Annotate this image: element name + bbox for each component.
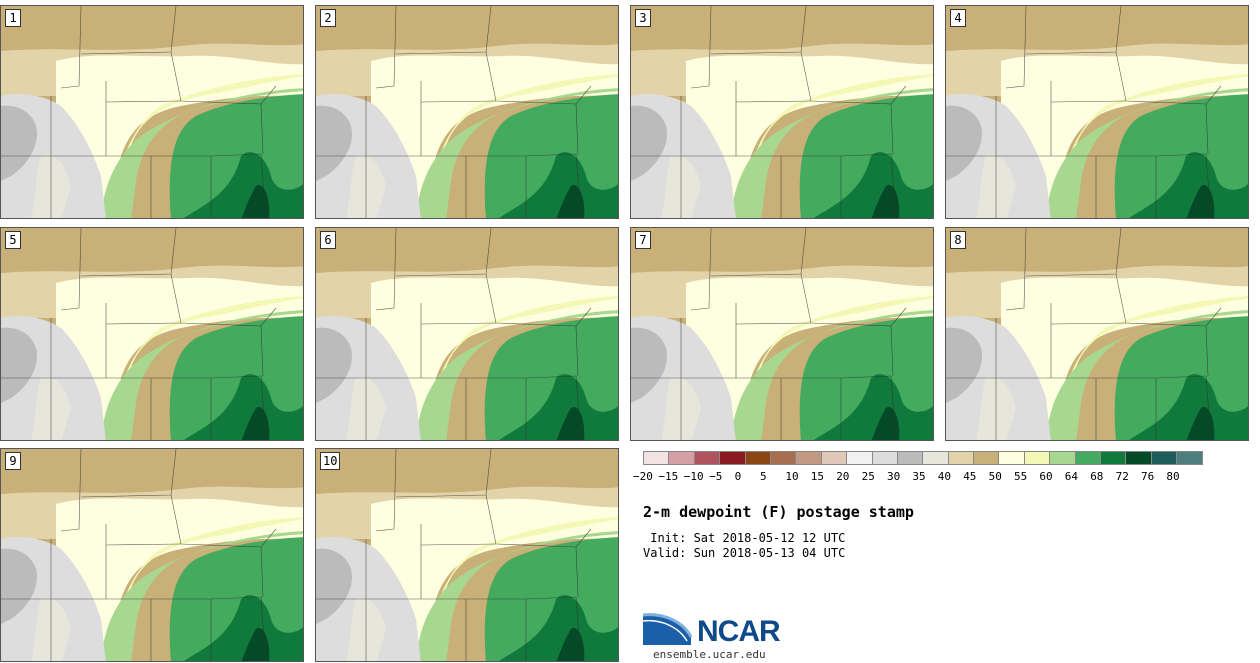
panel-number: 3 bbox=[635, 9, 651, 27]
panel-1: 1 bbox=[0, 5, 304, 219]
dewpoint-map bbox=[631, 6, 933, 218]
dewpoint-map bbox=[1, 6, 303, 218]
ncar-logo-icon bbox=[643, 613, 693, 645]
panel-number: 9 bbox=[5, 452, 21, 470]
colorbar-swatch bbox=[922, 451, 949, 465]
dewpoint-map bbox=[316, 6, 618, 218]
colorbar-swatch bbox=[744, 451, 771, 465]
panel-5: 5 bbox=[0, 227, 304, 441]
colorbar-tick-label: 45 bbox=[963, 470, 977, 483]
colorbar-tick-label: −20 bbox=[633, 470, 653, 483]
panel-10: 10 bbox=[315, 448, 619, 662]
colorbar-swatch bbox=[719, 451, 746, 465]
chart-title: 2-m dewpoint (F) postage stamp bbox=[643, 503, 914, 521]
colorbar-tick-label: 15 bbox=[810, 470, 825, 483]
colorbar-swatch bbox=[846, 451, 873, 465]
colorbar-swatch bbox=[668, 451, 695, 465]
panel-number: 6 bbox=[320, 231, 336, 249]
dewpoint-map bbox=[631, 228, 933, 440]
colorbar-tick-label: 64 bbox=[1064, 470, 1079, 483]
panel-9: 9 bbox=[0, 448, 304, 662]
colorbar-swatch bbox=[871, 451, 898, 465]
panel-6: 6 bbox=[315, 227, 619, 441]
panel-2: 2 bbox=[315, 5, 619, 219]
colorbar-swatch bbox=[998, 451, 1025, 465]
colorbar-tick-label: −15 bbox=[658, 470, 679, 483]
colorbar-tick-label: −10 bbox=[683, 470, 704, 483]
colorbar-tick-label: 30 bbox=[887, 470, 901, 483]
colorbar bbox=[643, 451, 1203, 465]
dewpoint-map bbox=[316, 228, 618, 440]
panel-7: 7 bbox=[630, 227, 934, 441]
colorbar-tick-label: 20 bbox=[836, 470, 850, 483]
colorbar-tick-label: −5 bbox=[709, 470, 723, 483]
colorbar-tick-label: 80 bbox=[1166, 470, 1180, 483]
colorbar-swatch bbox=[1023, 451, 1051, 465]
colorbar-swatch bbox=[795, 451, 822, 465]
colorbar-tick-label: 50 bbox=[988, 470, 1002, 483]
panel-number: 2 bbox=[320, 9, 336, 27]
valid-time: Valid: Sun 2018-05-13 04 UTC bbox=[643, 546, 846, 560]
panel-number: 1 bbox=[5, 9, 21, 27]
dewpoint-map bbox=[316, 449, 618, 661]
panel-3: 3 bbox=[630, 5, 934, 219]
colorbar-swatch bbox=[896, 451, 924, 465]
panel-number: 5 bbox=[5, 231, 21, 249]
colorbar-swatch bbox=[947, 451, 975, 465]
colorbar-tick-label: 76 bbox=[1141, 470, 1155, 483]
colorbar-swatch bbox=[1074, 451, 1102, 465]
colorbar-swatch bbox=[1049, 451, 1076, 465]
colorbar-swatch bbox=[693, 451, 721, 465]
colorbar-tick-label: 35 bbox=[912, 470, 926, 483]
panel-number: 4 bbox=[950, 9, 966, 27]
dewpoint-map bbox=[1, 228, 303, 440]
colorbar-tick-label: 10 bbox=[785, 470, 799, 483]
colorbar-swatch bbox=[973, 451, 1000, 465]
panel-number: 10 bbox=[320, 452, 341, 470]
colorbar-swatch bbox=[1150, 451, 1178, 465]
colorbar-tick-label: 5 bbox=[760, 470, 767, 483]
site-url: ensemble.ucar.edu bbox=[653, 648, 766, 661]
logo-text: NCAR bbox=[697, 615, 781, 648]
init-time: Init: Sat 2018-05-12 12 UTC bbox=[643, 531, 846, 545]
colorbar-ticks: −20 −15 −10 −5 0 5 10 15 20 25 30 35 40 45 50 55 60 64 68 7… bbox=[633, 470, 1243, 484]
dewpoint-map bbox=[1, 449, 303, 661]
colorbar-tick-label: 40 bbox=[937, 470, 952, 483]
colorbar-swatch bbox=[820, 451, 848, 465]
colorbar-tick-label: 0 bbox=[734, 470, 742, 483]
panel-number: 7 bbox=[635, 231, 651, 249]
panel-8: 8 bbox=[945, 227, 1249, 441]
dewpoint-map bbox=[946, 228, 1248, 440]
colorbar-swatch bbox=[1125, 451, 1152, 465]
colorbar-swatch bbox=[1100, 451, 1127, 465]
colorbar-tick-label: 55 bbox=[1014, 470, 1028, 483]
colorbar-tick-label: 60 bbox=[1039, 470, 1053, 483]
colorbar-tick-label: 72 bbox=[1115, 470, 1129, 483]
colorbar-swatch bbox=[1176, 451, 1203, 465]
panel-number: 8 bbox=[950, 231, 966, 249]
colorbar-tick-label: 25 bbox=[861, 470, 875, 483]
colorbar-swatch bbox=[769, 451, 797, 465]
panel-4: 4 bbox=[945, 5, 1249, 219]
colorbar-swatch bbox=[643, 451, 670, 465]
dewpoint-map bbox=[946, 6, 1248, 218]
colorbar-tick-label: 68 bbox=[1090, 470, 1104, 483]
